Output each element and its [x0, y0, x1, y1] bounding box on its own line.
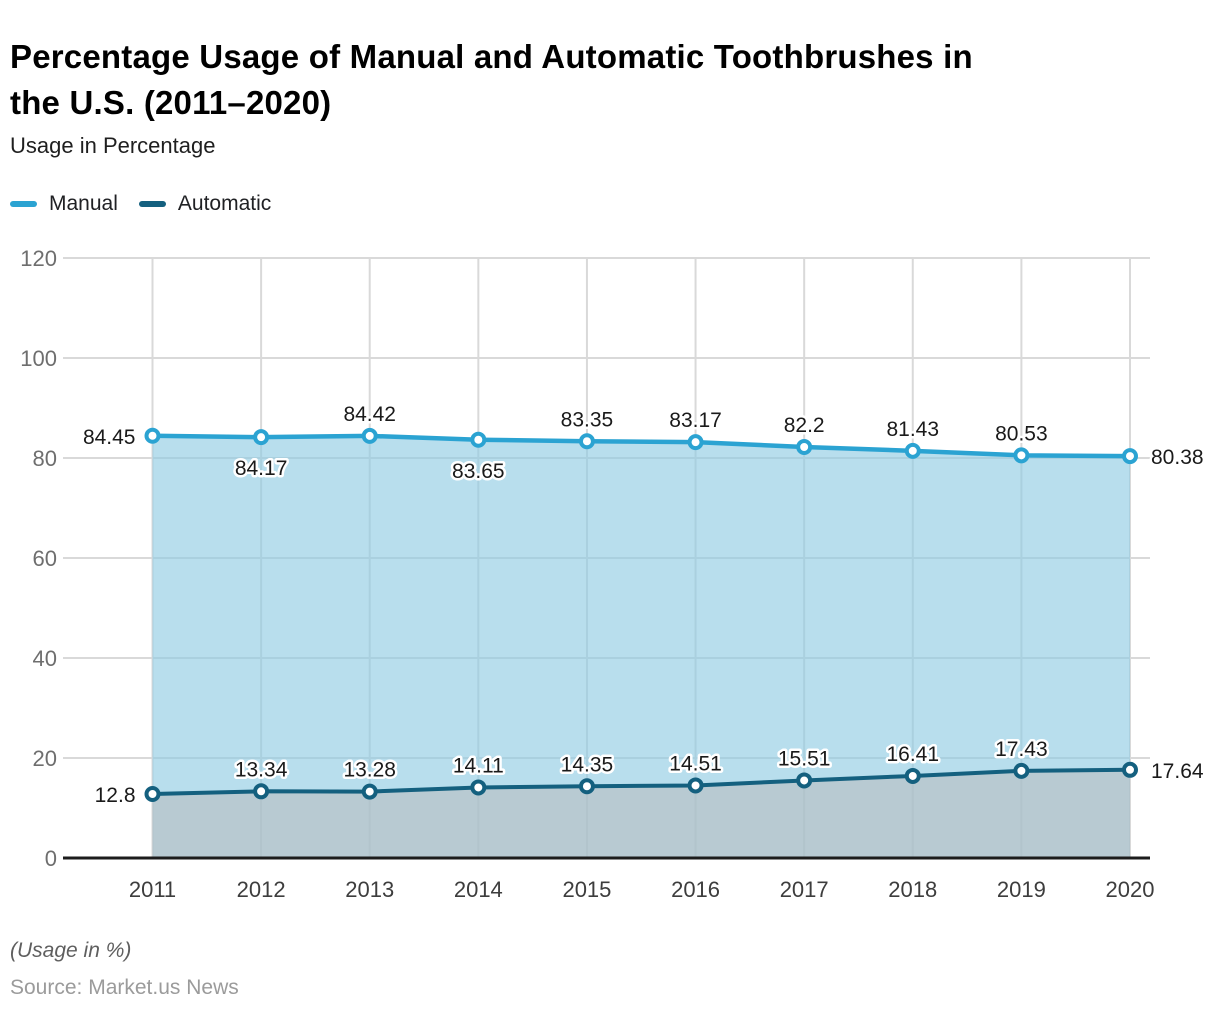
- data-label-manual-2016: 83.17: [669, 409, 722, 432]
- usage-note: (Usage in %): [10, 939, 132, 962]
- data-point-manual-2020[interactable]: [1122, 448, 1138, 465]
- x-tick-label-2018: 2018: [888, 877, 937, 902]
- data-point-manual-2014[interactable]: [470, 431, 487, 448]
- data-label-manual-2019: 80.53: [995, 422, 1048, 445]
- data-point-manual-2015[interactable]: [578, 433, 595, 450]
- data-point-manual-2013[interactable]: [361, 427, 378, 444]
- data-point-automatic-2018[interactable]: [904, 767, 921, 784]
- data-label-manual-2012: 84.17: [235, 457, 288, 480]
- data-labels-manual: 84.45 84.17 84.42 83.65 83.35 83.17 82.2 81.43 8…: [80, 400, 1206, 485]
- data-labels-automatic: 12.8 13.34 13.28 14.11 14.35 14.51 15.51 16.41 1…: [92, 735, 1206, 809]
- data-label-manual-2013: 84.42: [343, 403, 396, 426]
- series-line-automatic: [150, 767, 1132, 796]
- x-tick-label-2013: 2013: [345, 877, 394, 902]
- data-label-automatic-2019: 17.43: [995, 738, 1048, 761]
- data-point-automatic-2015[interactable]: [578, 778, 595, 795]
- area-fill-manual: [152, 435, 1130, 858]
- page-title: Percentage Usage of Manual and Automatic…: [10, 34, 1210, 126]
- x-axis-labels: 2011 2012 2013 2014 2015 2016 2017 2018 2019 2020: [129, 877, 1155, 902]
- data-label-automatic-2011: 12.8: [95, 784, 136, 807]
- y-tick-label: 20: [33, 746, 57, 771]
- data-point-automatic-2017[interactable]: [796, 772, 813, 789]
- legend-swatch-manual: [10, 201, 37, 207]
- data-point-manual-2017[interactable]: [796, 439, 813, 455]
- x-tick-label-2019: 2019: [997, 877, 1046, 902]
- data-point-automatic-2014[interactable]: [470, 779, 487, 796]
- data-label-manual-2014: 83.65: [452, 460, 505, 483]
- x-tick-label-2012: 2012: [237, 877, 286, 902]
- source-text: Source: Market.us News: [10, 976, 239, 999]
- data-label-automatic-2014: 14.11: [453, 754, 504, 777]
- x-tick-label-2015: 2015: [562, 877, 611, 902]
- legend: Manual Automatic: [10, 192, 271, 216]
- data-label-automatic-2012: 13.34: [235, 758, 288, 781]
- y-tick-label: 60: [33, 546, 57, 571]
- data-point-automatic-2020[interactable]: [1122, 761, 1138, 778]
- y-axis-labels: 0 20 40 60 80 100 120: [20, 246, 57, 871]
- y-tick-label: 120: [20, 246, 57, 271]
- legend-swatch-automatic: [138, 201, 166, 207]
- x-tick-label-2011: 2011: [129, 877, 176, 902]
- data-label-manual-2018: 81.43: [886, 418, 939, 441]
- data-label-automatic-2013: 13.28: [343, 759, 396, 782]
- data-point-automatic-2013[interactable]: [361, 783, 378, 800]
- data-point-automatic-2016[interactable]: [687, 777, 704, 794]
- page-title-line-2: the U.S. (2011–2020): [10, 84, 332, 122]
- data-label-automatic-2017: 15.51: [778, 747, 831, 770]
- y-tick-label: 100: [20, 346, 57, 371]
- legend-item-manual[interactable]: Manual: [10, 192, 118, 216]
- data-point-manual-2018[interactable]: [904, 442, 921, 459]
- y-tick-label: 80: [33, 446, 57, 471]
- data-point-automatic-2011[interactable]: [144, 786, 161, 802]
- legend-label: Manual: [49, 192, 118, 215]
- x-tick-label-2020: 2020: [1106, 877, 1155, 902]
- data-label-manual-2015: 83.35: [561, 408, 614, 431]
- data-point-automatic-2012[interactable]: [253, 783, 270, 800]
- data-label-manual-2020: 80.38: [1151, 446, 1204, 469]
- chart-subtitle: Usage in Percentage: [10, 133, 216, 158]
- markers-manual: [144, 427, 1138, 465]
- data-point-manual-2011[interactable]: [144, 427, 161, 444]
- x-tick-label-2017: 2017: [780, 877, 829, 902]
- data-point-manual-2019[interactable]: [1013, 447, 1030, 464]
- y-tick-label: 0: [45, 846, 57, 871]
- y-tick-label: 40: [33, 646, 57, 671]
- data-label-automatic-2015: 14.35: [561, 753, 614, 776]
- data-label-automatic-2018: 16.41: [886, 743, 939, 766]
- legend-label: Automatic: [177, 192, 272, 215]
- data-point-automatic-2019[interactable]: [1013, 762, 1030, 779]
- area-line-chart: 84.45 84.17 84.42 83.65 83.35 83.17 82.2 81.43 8…: [20, 246, 1206, 902]
- data-label-manual-2017: 82.2: [784, 414, 825, 437]
- x-tick-label-2016: 2016: [671, 877, 720, 902]
- page-title-line-1: Percentage Usage of Manual and Automatic…: [10, 38, 973, 76]
- series-line-manual: [150, 433, 1133, 459]
- data-label-automatic-2016: 14.51: [669, 752, 722, 775]
- markers-automatic: [144, 761, 1138, 802]
- legend-item-automatic[interactable]: Automatic: [138, 192, 272, 216]
- data-point-manual-2016[interactable]: [687, 434, 704, 451]
- data-label-manual-2011: 84.45: [83, 426, 136, 449]
- data-label-automatic-2020: 17.64: [1151, 760, 1204, 783]
- data-point-manual-2012[interactable]: [253, 429, 270, 446]
- x-tick-label-2014: 2014: [454, 877, 503, 902]
